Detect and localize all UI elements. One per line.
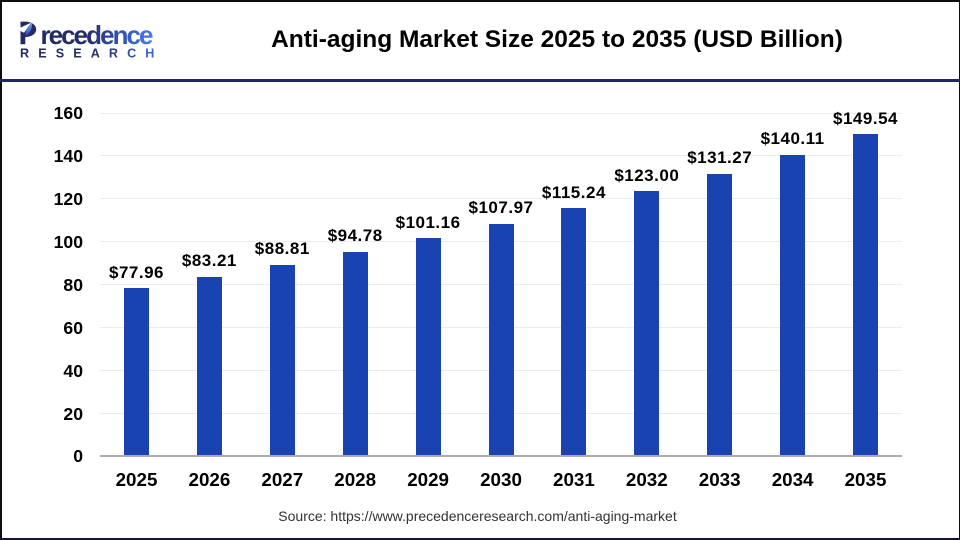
svg-text:RESEARCH: RESEARCH (20, 47, 163, 61)
svg-text:recedence: recedence (41, 20, 154, 50)
